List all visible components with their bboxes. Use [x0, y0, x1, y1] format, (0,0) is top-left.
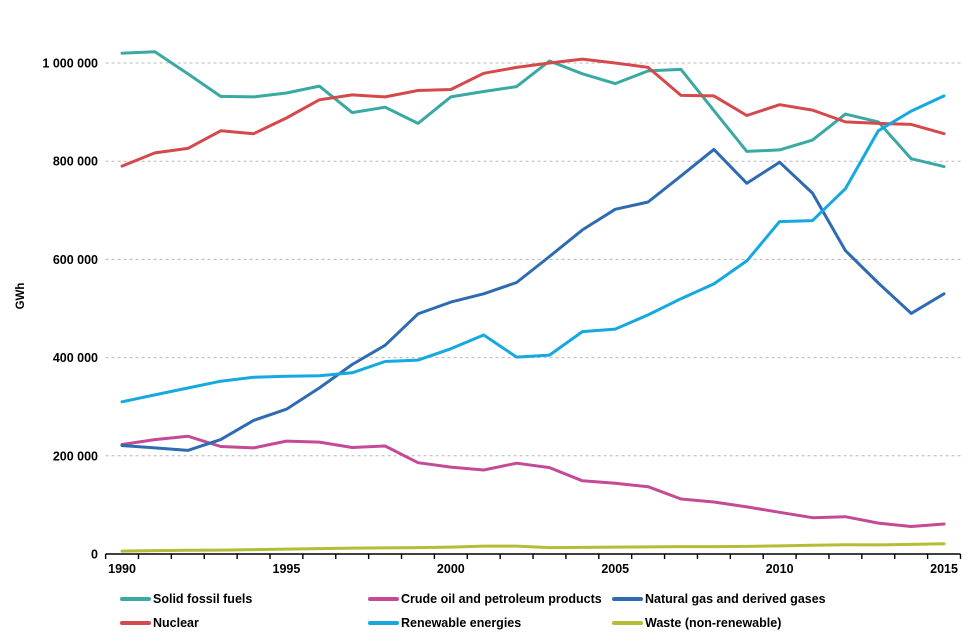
y-tick-label-800000: 800 000	[53, 155, 98, 169]
legend-label-natural-gas-and-derived-gases: Natural gas and derived gases	[645, 592, 826, 606]
legend-item-crude-oil-and-petroleum-products: Crude oil and petroleum products	[368, 590, 602, 608]
series-line-renewable-energies	[120, 94, 946, 404]
series-line-crude-oil-and-petroleum-products	[120, 434, 946, 528]
x-tick-label-1990: 1990	[108, 562, 136, 576]
series-line-nuclear	[120, 57, 946, 168]
series-line-solid-fossil-fuels	[120, 50, 946, 169]
legend-label-nuclear: Nuclear	[153, 616, 199, 630]
legend-item-solid-fossil-fuels: Solid fossil fuels	[120, 590, 252, 608]
legend-item-renewable-energies: Renewable energies	[368, 614, 521, 632]
y-tick-label-1000000: 1 000 000	[42, 57, 98, 71]
x-tick-label-2000: 2000	[437, 562, 465, 576]
y-tick-label-200000: 200 000	[53, 449, 98, 463]
legend-item-nuclear: Nuclear	[120, 614, 199, 632]
x-tick-label-2015: 2015	[930, 562, 958, 576]
legend-swatch-natural-gas-and-derived-gases	[612, 597, 643, 601]
x-tick-label-1995: 1995	[273, 562, 301, 576]
y-axis-title: GWh	[15, 283, 27, 310]
legend-label-crude-oil-and-petroleum-products: Crude oil and petroleum products	[401, 592, 602, 606]
series-line-waste-non-renewable	[120, 542, 946, 553]
chart-legend: Solid fossil fuels Nuclear Crude oil and p…	[0, 584, 978, 639]
legend-swatch-solid-fossil-fuels	[120, 597, 151, 601]
y-tick-label-600000: 600 000	[53, 253, 98, 267]
legend-item-waste-non-renewable: Waste (non-renewable)	[612, 614, 781, 632]
legend-item-natural-gas-and-derived-gases: Natural gas and derived gases	[612, 590, 826, 608]
legend-swatch-renewable-energies	[368, 621, 399, 625]
y-tick-label-0: 0	[91, 548, 98, 562]
legend-label-waste-non-renewable: Waste (non-renewable)	[645, 616, 782, 630]
y-tick-label-400000: 400 000	[53, 351, 98, 365]
x-tick-label-2010: 2010	[766, 562, 794, 576]
legend-swatch-waste-non-renewable	[612, 621, 643, 625]
legend-label-solid-fossil-fuels: Solid fossil fuels	[153, 592, 253, 606]
series-line-natural-gas-and-derived-gases	[120, 147, 946, 452]
line-chart-plot: GWh 0 200 000 400 000 600 000 800 000 1 000 0…	[15, 50, 963, 576]
legend-swatch-nuclear	[120, 621, 151, 625]
x-tick-label-2005: 2005	[601, 562, 629, 576]
legend-swatch-crude-oil-and-petroleum-products	[368, 597, 399, 601]
legend-label-renewable-energies: Renewable energies	[401, 616, 522, 630]
